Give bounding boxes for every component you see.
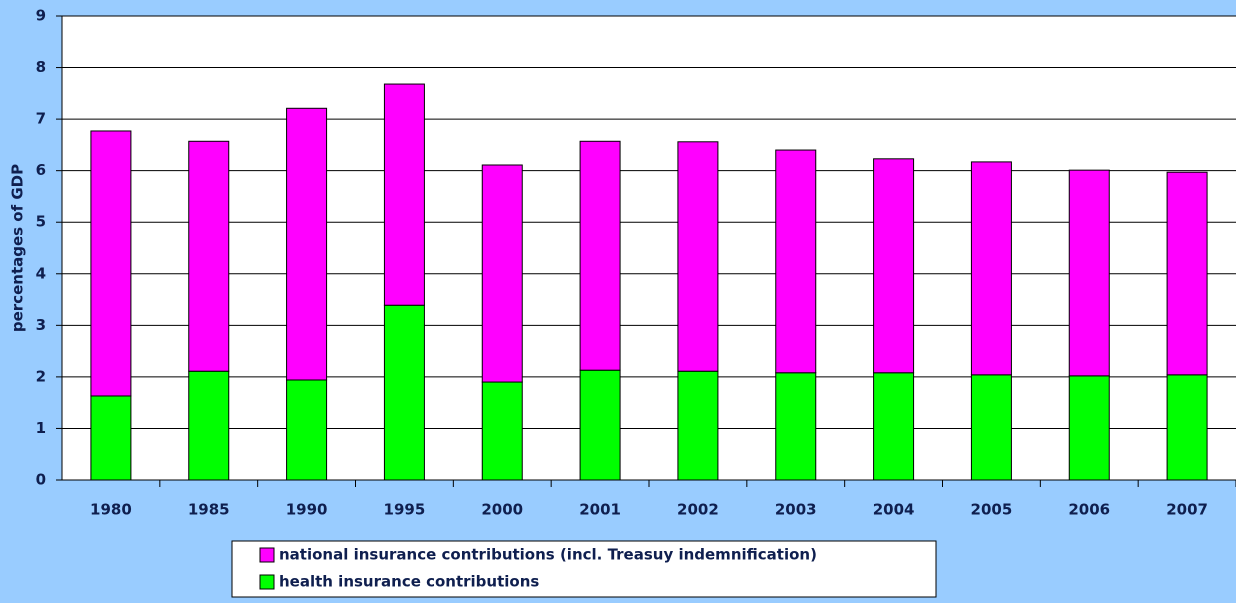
bar-segment xyxy=(1166,171,1208,376)
bar-segment xyxy=(970,161,1012,376)
legend-swatch xyxy=(259,547,275,563)
legend xyxy=(231,540,937,598)
bar-segment xyxy=(188,370,230,481)
bar-segment xyxy=(188,140,230,372)
bar-segment xyxy=(286,379,328,481)
bar-segment xyxy=(677,141,719,372)
x-tick-label: 1980 xyxy=(90,501,132,519)
bar-segment xyxy=(481,164,523,383)
y-tick-label: 0 xyxy=(36,471,46,489)
x-tick-label: 1985 xyxy=(188,501,230,519)
y-tick-label: 8 xyxy=(36,58,46,76)
x-tick-label: 2000 xyxy=(481,501,523,519)
bar-segment xyxy=(481,381,523,481)
x-tick-label: 1995 xyxy=(384,501,426,519)
x-tick-label: 2007 xyxy=(1166,501,1208,519)
x-tick-label: 2003 xyxy=(775,501,817,519)
x-tick-label: 2001 xyxy=(579,501,621,519)
bar-segment xyxy=(579,140,621,371)
bar-segment xyxy=(775,372,817,481)
x-tick-label: 1990 xyxy=(286,501,328,519)
bar-segment xyxy=(90,130,132,397)
bar-segment xyxy=(873,372,915,481)
y-axis-title: percentages of GDP xyxy=(9,164,27,332)
x-tick-label: 2004 xyxy=(873,501,915,519)
bar-segment xyxy=(1166,374,1208,481)
bar-segment xyxy=(579,369,621,481)
bar-segment xyxy=(286,107,328,381)
plot-area xyxy=(62,16,1236,480)
legend-label: national insurance contributions (incl. … xyxy=(279,546,817,564)
legend-swatch xyxy=(259,574,275,590)
bar-segment xyxy=(677,370,719,481)
bar-segment xyxy=(970,374,1012,481)
y-tick-label: 5 xyxy=(36,213,46,231)
y-tick-label: 6 xyxy=(36,161,46,179)
bar-segment xyxy=(1068,375,1110,481)
bar-segment xyxy=(775,149,817,374)
x-tick-label: 2005 xyxy=(971,501,1013,519)
y-tick-label: 1 xyxy=(36,419,46,437)
y-tick-label: 9 xyxy=(36,7,46,25)
bar-segment xyxy=(383,83,425,306)
y-tick-label: 4 xyxy=(36,264,46,282)
y-tick-label: 3 xyxy=(36,316,46,334)
y-tick-label: 2 xyxy=(36,367,46,385)
bar-segment xyxy=(90,395,132,481)
bar-segment xyxy=(383,304,425,481)
bar-segment xyxy=(1068,169,1110,377)
x-tick-label: 2006 xyxy=(1068,501,1110,519)
legend-label: health insurance contributions xyxy=(279,573,539,591)
x-tick-label: 2002 xyxy=(677,501,719,519)
y-tick-label: 7 xyxy=(36,110,46,128)
bar-segment xyxy=(873,158,915,374)
